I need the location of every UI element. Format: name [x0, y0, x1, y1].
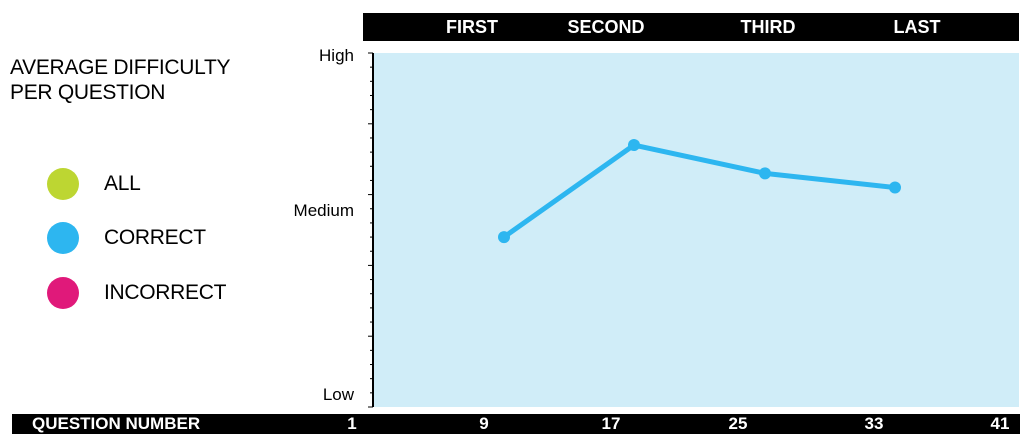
y-label-low: Low [322, 385, 354, 404]
legend-label-correct: CORRECT [104, 226, 206, 249]
y-axis-ticks [368, 52, 373, 408]
quarter-label-third: THIRD [740, 17, 796, 37]
x-axis-title: QUESTION NUMBER [32, 414, 201, 433]
x-tick-17: 17 [601, 414, 621, 433]
legend-title: AVERAGE DIFFICULTY PER QUESTION [10, 56, 230, 104]
quarter-label-first: FIRST [446, 17, 498, 37]
legend-label-all: ALL [104, 172, 141, 195]
x-tick-41: 41 [990, 414, 1010, 433]
data-point-q9 [498, 231, 510, 244]
plot-area [373, 53, 1019, 407]
x-tick-1: 1 [347, 414, 357, 433]
quarter-header-bar [363, 13, 1019, 41]
series-correct [498, 139, 901, 244]
data-point-q17 [628, 139, 640, 152]
x-axis-bar [12, 414, 1020, 434]
legend-label-incorrect: INCORRECT [104, 281, 227, 304]
x-tick-33: 33 [864, 414, 884, 433]
data-point-q33 [889, 181, 901, 194]
x-tick-9: 9 [479, 414, 489, 433]
x-tick-25: 25 [728, 414, 748, 433]
series-line [502, 142, 896, 240]
legend-dot-correct [47, 222, 79, 254]
legend-dot-all [47, 168, 79, 200]
y-label-high: High [319, 46, 354, 65]
data-point-q25 [759, 167, 771, 180]
quarter-label-last: LAST [893, 17, 941, 37]
y-label-medium: Medium [293, 201, 354, 220]
legend-dot-incorrect [47, 277, 79, 309]
quarter-label-second: SECOND [567, 17, 645, 37]
